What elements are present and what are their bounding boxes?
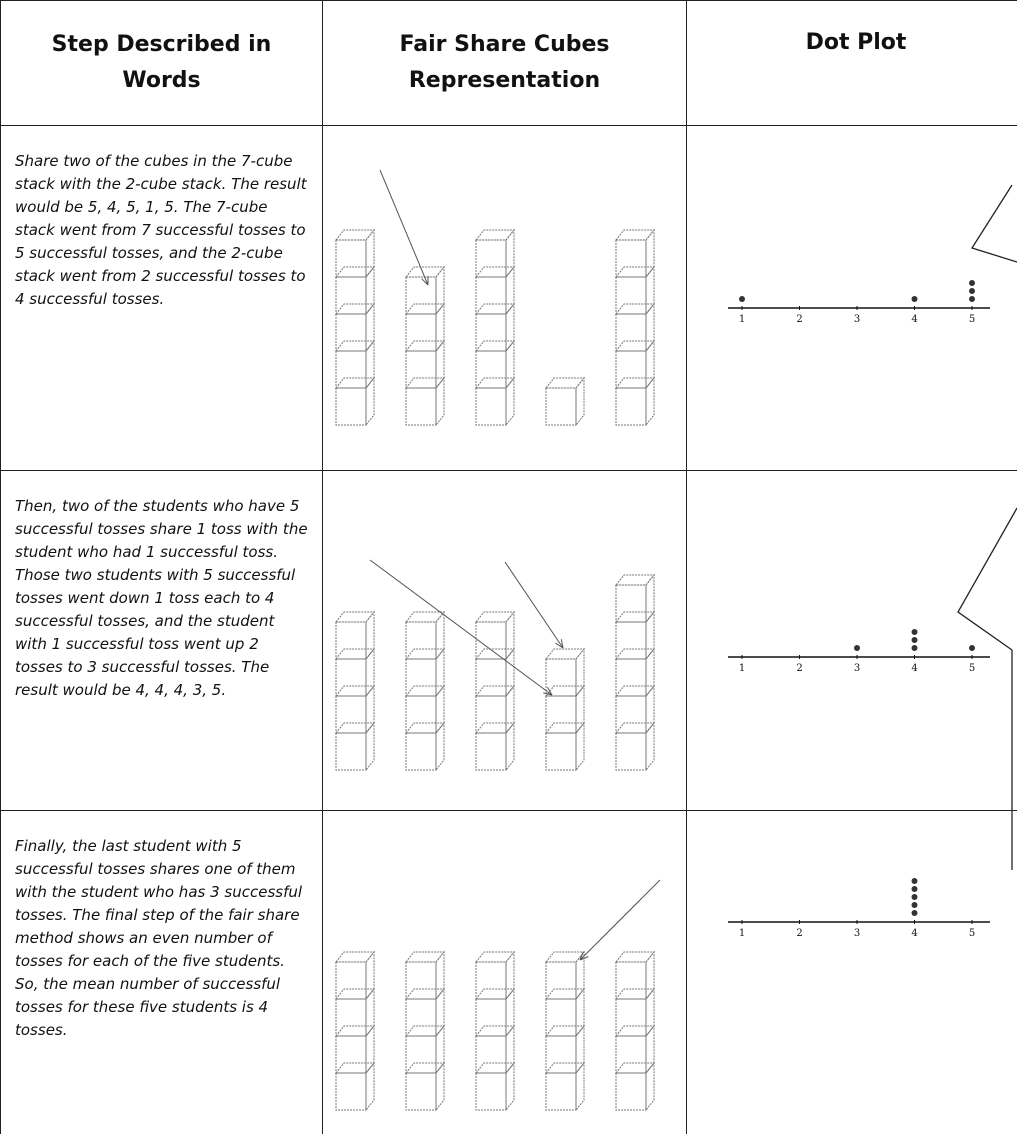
cubes-cell <box>322 125 687 471</box>
header-cell: Step Described in Words <box>0 0 323 126</box>
step-text: Share two of the cubes in the 7-cube sta… <box>0 125 323 471</box>
cubes-cell <box>322 470 687 811</box>
header-text: Step Described in Words <box>51 32 272 93</box>
dot-plot-cell <box>686 810 1017 1134</box>
dot-plot-cell <box>686 470 1017 811</box>
header-text: Dot Plot <box>805 30 907 55</box>
header-cell: Fair Share Cubes Representation <box>322 0 687 126</box>
dot-plot-cell <box>686 125 1017 471</box>
step-text: Finally, the last student with 5 success… <box>0 810 323 1134</box>
header-cell: Dot Plot <box>686 0 1017 126</box>
cubes-cell <box>322 810 687 1134</box>
step-text: Then, two of the students who have 5 suc… <box>0 470 323 811</box>
header-text: Fair Share Cubes Representation <box>399 32 610 93</box>
